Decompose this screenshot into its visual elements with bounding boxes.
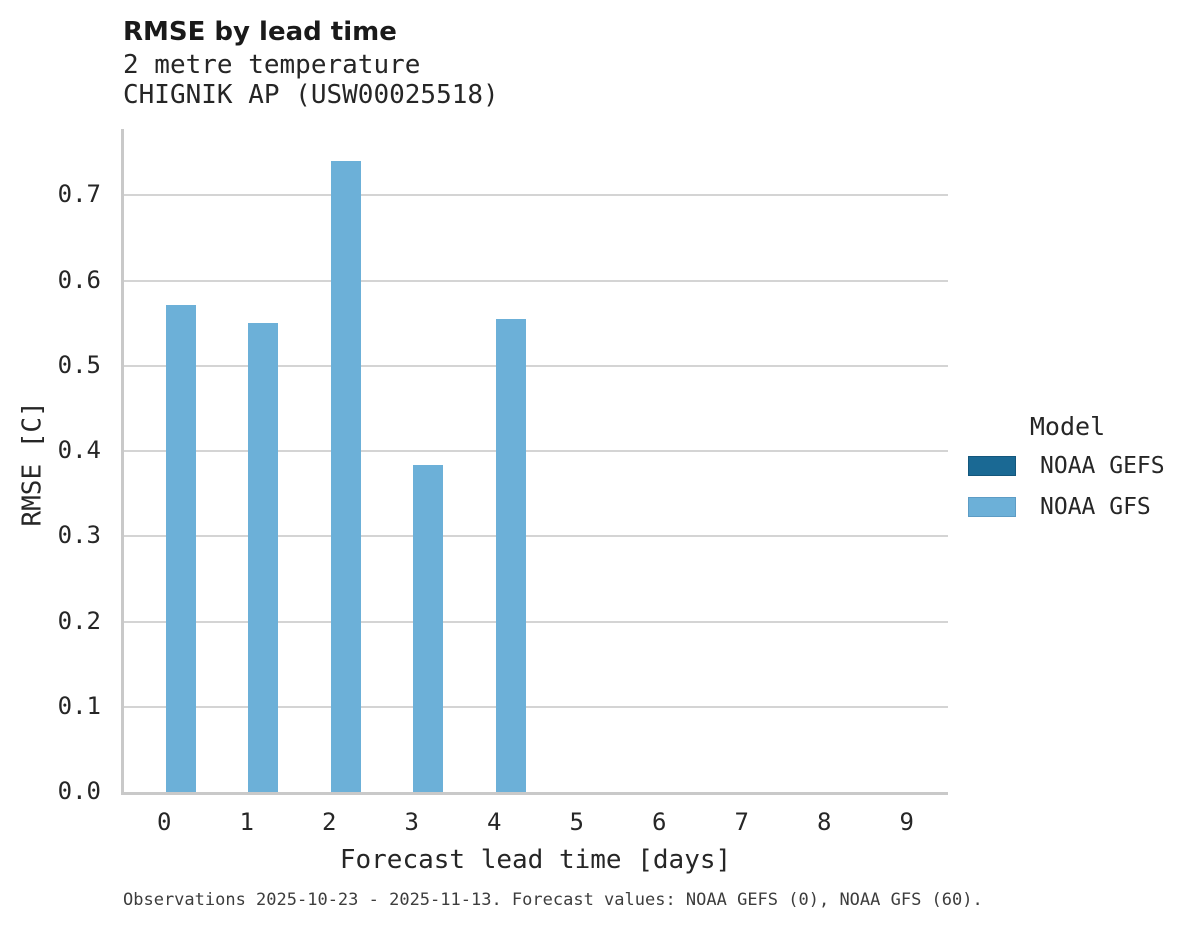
y-tick-label-0.2: 0.2 — [57, 606, 101, 635]
chart-subtitle-line2: CHIGNIK AP (USW00025518) — [123, 80, 499, 110]
gridline-y-0.4 — [123, 450, 948, 453]
y-tick-label-0.1: 0.1 — [57, 691, 101, 720]
y-tick-label-0.6: 0.6 — [57, 265, 101, 294]
x-tick-label-6: 6 — [652, 808, 667, 836]
chart-title: RMSE by lead time — [123, 17, 397, 47]
legend-swatch-noaa-gfs — [968, 497, 1016, 517]
gridline-y-0.5 — [123, 364, 948, 367]
gridline-y-0.6 — [123, 279, 948, 282]
legend-swatch-noaa-gefs — [968, 456, 1016, 476]
x-axis-label: Forecast lead time [days] — [339, 845, 732, 875]
y-tick-label-0.5: 0.5 — [57, 350, 101, 379]
legend-item-noaa-gfs: NOAA GFS — [960, 494, 1175, 520]
x-tick-label-7: 7 — [734, 808, 749, 836]
bar-noaa-gfs-lead-4 — [495, 319, 526, 792]
legend: Model NOAA GEFS NOAA GFS — [960, 412, 1175, 535]
x-axis-spine — [121, 792, 948, 795]
y-tick-label-0.3: 0.3 — [57, 521, 101, 550]
chart-subtitle: 2 metre temperature CHIGNIK AP (USW000255… — [123, 50, 499, 110]
plot-area — [121, 129, 948, 795]
chart-subtitle-line1: 2 metre temperature — [123, 50, 421, 80]
x-tick-label-1: 1 — [239, 808, 254, 836]
x-tick-label-9: 9 — [899, 808, 914, 836]
legend-title: Model — [1029, 412, 1106, 441]
x-tick-label-5: 5 — [569, 808, 584, 836]
x-tick-label-4: 4 — [487, 808, 502, 836]
legend-label-noaa-gefs: NOAA GEFS — [1040, 453, 1165, 479]
y-tick-label-0.0: 0.0 — [57, 777, 101, 805]
legend-label-noaa-gfs: NOAA GFS — [1040, 494, 1151, 520]
x-tick-label-8: 8 — [817, 808, 832, 836]
gridline-y-0.7 — [123, 194, 948, 197]
bar-noaa-gfs-lead-0 — [165, 305, 196, 792]
y-axis-label: RMSE [C] — [17, 401, 48, 527]
gridline-y-0.2 — [123, 620, 948, 623]
x-tick-label-0: 0 — [157, 808, 172, 836]
gridline-y-0.3 — [123, 535, 948, 538]
x-tick-label-3: 3 — [404, 808, 419, 836]
y-tick-label-0.7: 0.7 — [57, 180, 101, 209]
bar-noaa-gfs-lead-3 — [413, 464, 444, 792]
y-axis-spine — [121, 129, 124, 795]
gridline-y-0.1 — [123, 705, 948, 708]
bar-noaa-gfs-lead-2 — [330, 161, 361, 792]
legend-item-noaa-gefs: NOAA GEFS — [960, 453, 1175, 479]
figure-caption: Observations 2025-10-23 - 2025-11-13. Fo… — [123, 890, 983, 910]
bar-noaa-gfs-lead-1 — [248, 323, 279, 792]
y-tick-label-0.4: 0.4 — [57, 436, 101, 465]
x-tick-label-2: 2 — [322, 808, 337, 836]
